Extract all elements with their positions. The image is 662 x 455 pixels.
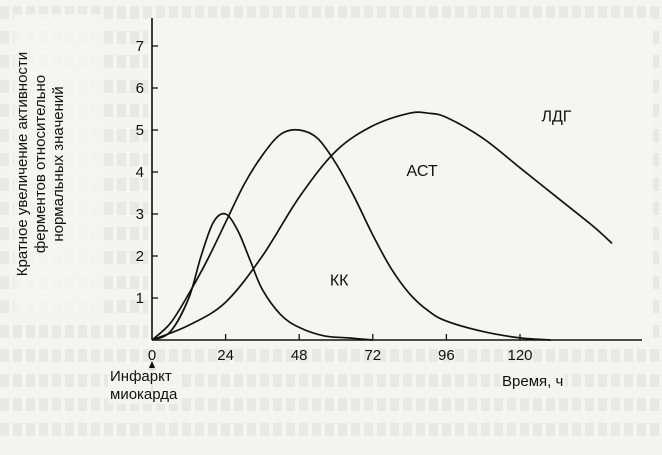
x-tick-label-24: 24 (217, 347, 234, 364)
x-tick-label-96: 96 (438, 347, 455, 364)
y-tick-label-1: 1 (136, 290, 144, 307)
x-axis-title: Время, ч (500, 373, 566, 390)
y-tick-label-2: 2 (136, 248, 144, 265)
infarction-arrow-head (148, 361, 156, 370)
y-tick-label-7: 7 (136, 38, 144, 55)
x-tick-label-72: 72 (364, 347, 381, 364)
y-tick-label-5: 5 (136, 122, 144, 139)
series-label-2: АСТ (407, 163, 438, 180)
chart-labels: КК АСТ ЛДГ (148, 109, 572, 392)
x-tick-label-0: 0 (148, 347, 156, 364)
y-tick-label-4: 4 (136, 164, 144, 181)
series-line-3 (151, 111, 613, 341)
y-tick-label-6: 6 (136, 80, 144, 97)
x-tick-label-48: 48 (291, 347, 308, 364)
series-label-3: ЛДГ (541, 109, 571, 126)
y-axis-label-line-3: нормальных значений (50, 86, 67, 242)
y-axis-label: Кратное увеличение активности ферментов … (14, 14, 100, 314)
series-line-2 (151, 128, 551, 341)
y-axis-label-line-2: ферментов относительно (32, 74, 49, 254)
series-label-1: КК (330, 272, 349, 289)
y-axis-label-line-1: Кратное увеличение активности (14, 51, 31, 277)
chart-curves (151, 111, 613, 341)
chart-axes: 0 24 48 72 96 120 1 2 3 4 5 6 7 (136, 18, 653, 364)
annotation-line-1: Инфаркт (110, 368, 172, 385)
x-tick-label-120: 120 (507, 347, 532, 364)
infarction-annotation: Инфаркт миокарда (108, 368, 180, 404)
plot-area-background (148, 18, 653, 346)
annotation-line-2: миокарда (110, 386, 178, 403)
series-line-1 (151, 212, 373, 341)
y-tick-label-3: 3 (136, 206, 144, 223)
